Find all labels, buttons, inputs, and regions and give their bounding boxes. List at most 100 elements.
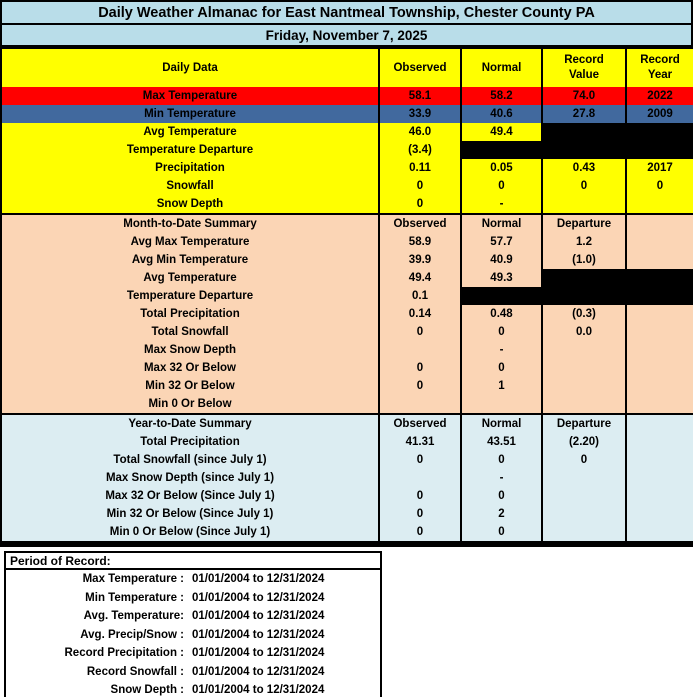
header-line: Value [568, 69, 600, 81]
departure-value: 0 [541, 451, 626, 469]
normal-value: 0 [460, 359, 542, 377]
period-of-record-row: Snow Depth : 01/01/2004 to 12/31/2024 [6, 681, 380, 697]
row-label: Min 32 Or Below [0, 377, 379, 395]
row-label: Avg Min Temperature [0, 251, 379, 269]
departure-value: (1.0) [541, 251, 626, 269]
normal-value: 49.4 [460, 123, 542, 141]
period-of-record-value: 01/01/2004 to 12/31/2024 [192, 684, 325, 696]
normal-value [460, 395, 542, 415]
observed-value: 0 [378, 177, 461, 195]
empty-cell [625, 287, 693, 305]
observed-value: 0 [378, 195, 461, 215]
header-line: Daily Data [162, 62, 218, 74]
empty-cell [625, 141, 693, 159]
observed-value: (3.4) [378, 141, 461, 159]
period-of-record-row: Avg. Precip/Snow : 01/01/2004 to 12/31/20… [6, 626, 380, 645]
period-of-record-value: 01/01/2004 to 12/31/2024 [192, 628, 325, 641]
normal-value: 57.7 [460, 233, 542, 251]
daily-row: Precipitation 0.11 0.05 0.43 2017 [0, 159, 693, 177]
month-to-date-row: Min 32 Or Below 0 1 [0, 377, 693, 395]
row-label: Max Temperature [0, 87, 379, 105]
record-year-value [625, 195, 693, 215]
observed-value: 0 [378, 323, 461, 341]
row-label: Min Temperature [0, 105, 379, 123]
empty-cell [625, 123, 693, 141]
observed-value: 0.14 [378, 305, 461, 323]
period-of-record-value: 01/01/2004 to 12/31/2024 [192, 665, 325, 678]
observed-header: Observed [378, 213, 461, 233]
normal-value: - [460, 341, 542, 359]
spacer-cell [625, 251, 693, 269]
normal-value: 1 [460, 377, 542, 395]
departure-value: (2.20) [541, 433, 626, 451]
row-label: Snow Depth [0, 195, 379, 215]
row-label: Min 0 Or Below [0, 395, 379, 415]
month-to-date-row: Min 0 Or Below [0, 395, 693, 415]
departure-value: (0.3) [541, 305, 626, 323]
month-to-date-row: Max 32 Or Below 0 0 [0, 359, 693, 377]
row-label: Temperature Departure [0, 287, 379, 305]
normal-value: 40.9 [460, 251, 542, 269]
footer-area: Period of Record: Max Temperature : 01/01… [0, 545, 693, 697]
year-to-date-row: Min 32 Or Below (Since July 1) 0 2 [0, 505, 693, 523]
observed-value [378, 469, 461, 487]
observed-value: 0 [378, 523, 461, 543]
spacer-cell [625, 451, 693, 469]
normal-header: Normal [460, 413, 542, 433]
year-to-date-row: Total Snowfall (since July 1) 0 0 0 [0, 451, 693, 469]
observed-value: 0.1 [378, 287, 461, 305]
page-date: Friday, November 7, 2025 [0, 25, 693, 47]
spacer-cell [625, 323, 693, 341]
spacer-cell [625, 505, 693, 523]
daily-data-header: Daily Data [0, 47, 379, 87]
period-of-record-label: Avg. Precip/Snow : [80, 628, 184, 641]
observed-value: 58.1 [378, 87, 461, 105]
period-of-record-label: Min Temperature : [85, 591, 184, 604]
header-line: Normal [481, 62, 522, 74]
record-value: 0.43 [541, 159, 626, 177]
record-value: 27.8 [541, 105, 626, 123]
row-label: Max 32 Or Below (Since July 1) [0, 487, 379, 505]
observed-value [378, 395, 461, 415]
observed-value: 0 [378, 359, 461, 377]
year-to-date-row: Max 32 Or Below (Since July 1) 0 0 [0, 487, 693, 505]
spacer-cell [625, 469, 693, 487]
departure-value: 0.0 [541, 323, 626, 341]
spacer-cell [625, 341, 693, 359]
period-of-record-title: Period of Record: [6, 553, 380, 570]
spacer-header [625, 413, 693, 433]
normal-value: 43.51 [460, 433, 542, 451]
observed-header: Observed [378, 413, 461, 433]
observed-value [378, 341, 461, 359]
daily-row: Min Temperature 33.9 40.6 27.8 2009 [0, 105, 693, 123]
departure-header: Departure [541, 413, 626, 433]
header-line: Year [647, 69, 673, 81]
observed-value: 58.9 [378, 233, 461, 251]
period-of-record-value: 01/01/2004 to 12/31/2024 [192, 647, 325, 659]
almanac-table: Daily Data Observed Normal Record Value Recor… [0, 47, 693, 543]
period-of-record-label: Record Precipitation : [64, 647, 185, 659]
month-to-date-row: Total Snowfall 0 0 0.0 [0, 323, 693, 341]
period-of-record-row: Record Snowfall : 01/01/2004 to 12/31/202… [6, 663, 380, 682]
summary-title-header: Year-to-Date Summary [0, 413, 379, 433]
header-line: Observed [393, 62, 447, 74]
period-of-record-label: Snow Depth : [110, 684, 184, 696]
record-value: 0 [541, 177, 626, 195]
spacer-header [625, 213, 693, 233]
page-title: Daily Weather Almanac for East Nantmeal … [0, 0, 693, 25]
observed-header: Observed [378, 47, 461, 87]
record-year-value: 2017 [625, 159, 693, 177]
normal-header: Normal [460, 213, 542, 233]
period-of-record-label: Avg. Temperature: [83, 610, 184, 622]
daily-row: Snowfall 0 0 0 0 [0, 177, 693, 195]
record-year-value: 0 [625, 177, 693, 195]
row-label: Total Precipitation [0, 433, 379, 451]
daily-row: Max Temperature 58.1 58.2 74.0 2022 [0, 87, 693, 105]
normal-value: 2 [460, 505, 542, 523]
period-of-record-row: Avg. Temperature: 01/01/2004 to 12/31/202… [6, 607, 380, 626]
empty-cell [460, 141, 542, 159]
departure-value [541, 469, 626, 487]
departure-value [541, 395, 626, 415]
row-label: Avg Temperature [0, 269, 379, 287]
